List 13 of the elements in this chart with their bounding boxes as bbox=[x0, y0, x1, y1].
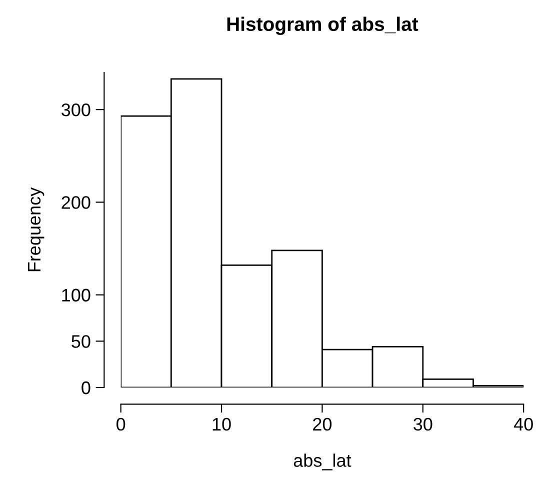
x-tick-label: 40 bbox=[514, 418, 533, 431]
x-tick-label: 20 bbox=[313, 418, 332, 431]
y-tick-label: 200 bbox=[62, 196, 90, 209]
y-tick-label: 100 bbox=[62, 288, 90, 302]
chart-title: Histogram of abs_lat bbox=[227, 16, 418, 35]
y-tick-label: 300 bbox=[62, 103, 90, 116]
x-tick-label: 10 bbox=[212, 418, 231, 431]
y-tick-label: 0 bbox=[82, 381, 90, 394]
x-axis-title: abs_lat bbox=[294, 454, 352, 470]
y-axis-title: Frequency bbox=[28, 187, 44, 272]
x-tick-label: 0 bbox=[116, 418, 126, 431]
y-tick-label: 50 bbox=[72, 335, 90, 348]
x-tick-label: 30 bbox=[414, 418, 432, 431]
